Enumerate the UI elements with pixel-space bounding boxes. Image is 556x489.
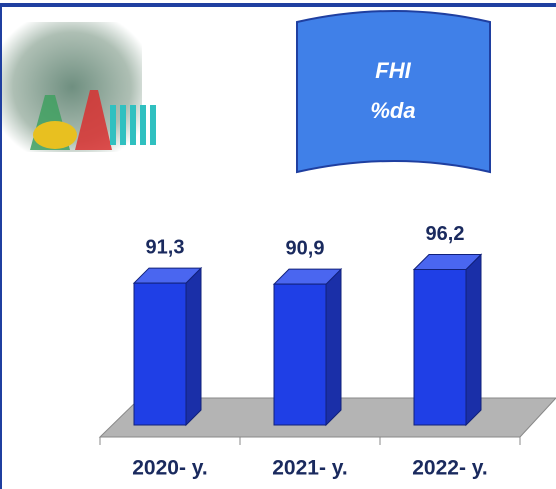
x-tick-label: 2020- y. [132,457,208,480]
x-tick-label: 2022- y. [412,457,488,480]
value-label: 96,2 [426,223,465,245]
value-label: 90,9 [286,237,325,259]
chart-subtitle: %da [370,98,415,123]
bar-face [133,282,187,426]
x-tick-label: 2021- y. [272,457,348,480]
bar-face [413,269,467,426]
title-banner [296,10,491,174]
chemistry-picture [2,22,156,152]
bar [272,267,343,427]
bar-face [185,266,202,427]
bar-face [325,267,342,427]
value-label: 91,3 [146,236,185,258]
bar-face [273,283,327,426]
chart-title: FHI [375,58,411,83]
bar-face [465,253,482,427]
bar [412,253,483,427]
bar [132,266,203,427]
